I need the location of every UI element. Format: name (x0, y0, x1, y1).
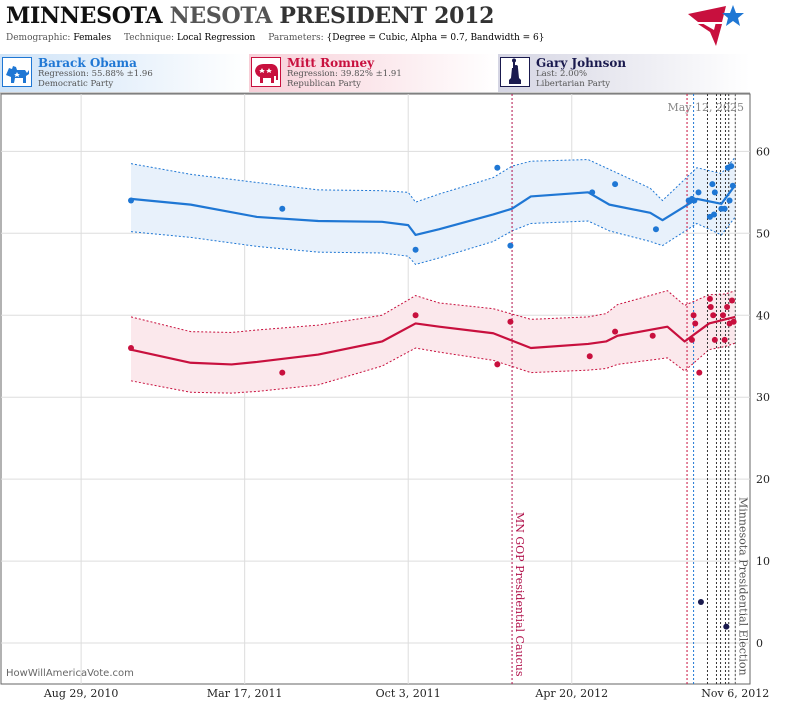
watermark: HowWillAmericaVote.com (6, 668, 134, 679)
poll-point (690, 312, 697, 319)
poll-point (729, 182, 736, 189)
poll-point (707, 304, 714, 311)
poll-point (711, 211, 718, 218)
poll-point (507, 318, 514, 325)
poll-point (721, 205, 728, 212)
poll-point (711, 336, 718, 343)
candidate-party: Democratic Party (38, 79, 114, 89)
technique-label: Technique: (124, 33, 175, 43)
trend-line (130, 184, 737, 237)
title-part-2: NESOTA (169, 3, 273, 29)
poll-point (507, 242, 514, 249)
confidence-band (131, 157, 736, 265)
statue-of-liberty-icon (500, 57, 530, 87)
x-tick-label: Aug 29, 2010 (43, 687, 119, 700)
upper-bound-line (130, 156, 736, 203)
demographic-label: Demographic: (6, 33, 71, 43)
parameters-label: Parameters: (268, 33, 324, 43)
header: MINNESOTA NESOTA PRESIDENT 2012 Demograp… (0, 0, 789, 50)
candidate-name: Mitt Romney (287, 56, 375, 70)
poll-point (279, 369, 286, 376)
poll-point (729, 297, 736, 304)
poll-point (586, 353, 593, 360)
y-tick-label: 30 (756, 391, 770, 404)
current-date-label: May 12, 2025 (667, 101, 744, 114)
poll-point (128, 197, 135, 204)
lower-bound-line (130, 216, 736, 266)
title-part-1: MINNESOTA (6, 3, 163, 29)
trend-line (130, 315, 736, 366)
confidence-band (131, 290, 736, 394)
poll-point (691, 197, 698, 204)
x-tick-label: Apr 20, 2012 (534, 687, 608, 700)
candidate-card-obama: Barack Obama Regression: 55.88% ±1.96 De… (0, 54, 248, 92)
poll-point (711, 189, 718, 196)
elephant-icon (251, 57, 281, 87)
candidate-stat: Last: 2.00% (536, 69, 588, 79)
poll-point (494, 164, 501, 171)
candidate-card-romney: Mitt Romney Regression: 39.82% ±1.91 Rep… (249, 54, 497, 92)
poll-point (706, 295, 713, 302)
plot-frame (0, 93, 751, 685)
poll-point (710, 312, 717, 319)
candidate-name: Gary Johnson (536, 56, 627, 70)
poll-point (723, 623, 730, 630)
parameters-line: Demographic: Females Technique: Local Re… (6, 33, 554, 43)
poll-point (692, 320, 699, 327)
poll-point (128, 345, 135, 352)
technique-value: Local Regression (176, 33, 256, 43)
poll-point (688, 336, 695, 343)
donkey-icon (2, 57, 32, 87)
parameters-value: {Degree = Cubic, Alpha = 0.7, Bandwidth … (326, 33, 545, 43)
page-title: MINNESOTA NESOTA PRESIDENT 2012 (6, 3, 494, 29)
poll-point (709, 181, 716, 188)
poll-point (612, 181, 619, 188)
y-tick-label: 0 (756, 637, 763, 650)
poll-point (730, 318, 737, 325)
x-tick-label: Oct 3, 2011 (376, 687, 441, 700)
y-tick-label: 50 (756, 227, 770, 240)
candidate-stat: Regression: 55.88% ±1.96 (38, 69, 153, 79)
title-part-3: PRESIDENT 2012 (279, 3, 495, 29)
poll-point (721, 336, 728, 343)
poll-point (612, 328, 619, 335)
poll-point (649, 332, 656, 339)
site-logo-icon (688, 5, 744, 46)
poll-point (720, 312, 727, 319)
poll-point (412, 312, 419, 319)
lower-bound-line (130, 342, 736, 394)
y-tick-label: 10 (756, 555, 770, 568)
y-tick-label: 40 (756, 309, 770, 322)
candidate-party: Republican Party (287, 79, 361, 89)
poll-point (589, 189, 596, 196)
poll-point (726, 197, 733, 204)
candidate-stat: Regression: 39.82% ±1.91 (287, 69, 402, 79)
poll-point (279, 205, 286, 212)
poll-point (697, 599, 704, 606)
annotation-label: Minnesota Presidential Election (736, 497, 749, 676)
x-tick-label: Nov 6, 2012 (701, 687, 769, 700)
poll-point (696, 369, 703, 376)
candidate-card-johnson: Gary Johnson Last: 2.00% Libertarian Par… (498, 54, 750, 92)
poll-point (724, 304, 731, 311)
annotation-label: MN GOP Presidential Caucus (513, 512, 526, 677)
poll-point (652, 226, 659, 233)
y-tick-label: 20 (756, 473, 770, 486)
candidate-name: Barack Obama (38, 56, 137, 70)
x-tick-label: Mar 17, 2011 (207, 687, 283, 700)
poll-point (728, 163, 735, 170)
candidate-party: Libertarian Party (536, 79, 611, 89)
poll-point (695, 189, 702, 196)
poll-point (412, 246, 419, 253)
demographic-value: Females (73, 33, 112, 43)
poll-point (494, 361, 501, 368)
y-tick-label: 60 (756, 145, 770, 158)
